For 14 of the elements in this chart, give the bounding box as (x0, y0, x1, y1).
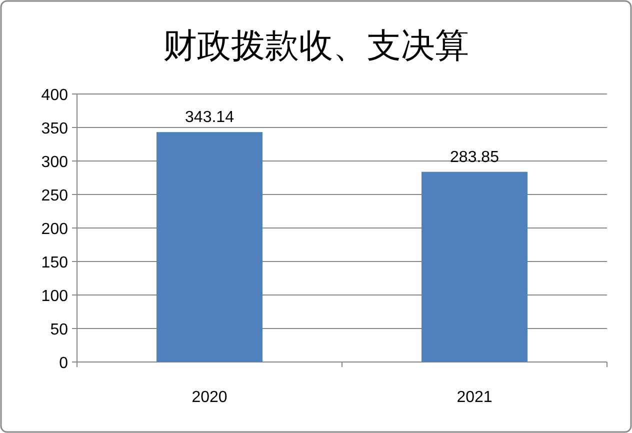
y-tick-label: 100 (41, 288, 68, 305)
data-label: 283.85 (450, 148, 500, 166)
y-tick-label: 350 (41, 120, 68, 138)
x-tick-label: 2020 (192, 389, 228, 406)
y-tick-label: 50 (50, 322, 68, 338)
y-tick-label: 300 (41, 154, 68, 171)
x-tick-label: 2021 (456, 389, 492, 406)
chart-title: 财政拨款收、支决算 (163, 28, 469, 65)
y-tick-label: 200 (41, 221, 68, 238)
y-tick-label: 250 (41, 188, 68, 204)
data-label: 343.14 (185, 109, 234, 126)
y-tick-label: 0 (59, 355, 68, 372)
y-tick-label: 150 (41, 254, 68, 272)
y-tick-label: 400 (41, 87, 68, 104)
